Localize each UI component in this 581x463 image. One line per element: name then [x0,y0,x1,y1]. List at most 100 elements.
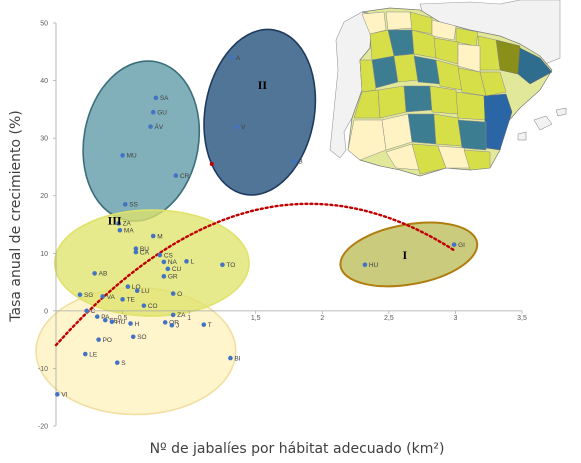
data-point [165,266,171,272]
data-point [161,274,167,279]
data-point [116,221,121,226]
data-point [133,246,139,251]
data-point-label: LE [89,351,98,358]
trend-curve [54,202,457,347]
map-region [455,91,487,121]
data-point [292,158,297,164]
x-axis-label: Nº de jabalíes por hábitat adecuado (km²… [150,441,445,457]
data-point [153,95,159,101]
data-point [157,252,163,258]
y-axis-label: Tasa anual de crecimiento (%) [8,110,24,322]
data-point [114,360,120,365]
data-point [234,124,240,129]
map-region [429,85,459,115]
data-point [120,297,125,302]
data-point [170,291,176,296]
map-region [431,19,457,41]
data-point-label: ÁV [155,122,164,131]
data-point [150,233,156,239]
group-label: I [402,248,407,262]
data-point-label: VA [107,294,116,301]
x-tick-label: 3,5 [517,315,527,322]
data-point [94,314,100,319]
data-point-label: PA [101,314,110,321]
data-point-label: J [176,323,179,330]
group-label: III [108,214,122,228]
data-point [120,153,125,158]
data-point-label: NA [168,259,178,266]
y-tick-label: 0 [44,308,48,315]
data-point-label: CA [140,249,150,256]
data-point-label: C [91,308,96,315]
x-tick-label: 1 [187,315,191,322]
y-tick-label: 40 [40,78,48,85]
data-point [184,259,189,264]
group-label: II [258,78,268,92]
data-point-label: CR [180,173,190,180]
data-point-label: H [135,321,140,328]
group-ellipse [339,221,479,288]
map-balearic-island [555,107,567,117]
data-point-label: BI [234,355,240,362]
data-point [173,173,179,178]
data-point [148,124,153,129]
x-tick-label: 1,5 [251,315,261,322]
data-point-label: CO [148,303,158,310]
data-point [228,355,233,361]
map-region [371,55,399,89]
data-point-label: TE [127,297,136,304]
y-tick-label: 20 [40,193,48,200]
y-tick-label: 50 [40,21,48,28]
data-point-label: O [177,291,182,298]
data-point [77,292,83,298]
x-tick-label: 2,5 [384,315,394,322]
data-point-label: TO [226,262,235,269]
y-tick-label: 10 [40,251,48,258]
highlight-point [209,162,214,167]
data-point-label: LO [132,284,141,291]
y-tick-label: 30 [40,136,48,143]
data-point [134,288,140,294]
data-point [96,337,101,342]
map-balearic-island [533,115,553,131]
map-region [517,47,553,85]
data-point-label: A [236,55,241,62]
data-point [109,319,115,325]
data-point [117,227,123,233]
data-point-label: M [157,233,162,240]
data-point-label: B [298,158,302,165]
data-point-label: SA [160,95,169,102]
x-tick-label: 2 [320,315,324,322]
data-point-label: GU [157,110,167,117]
data-point-label: SO [137,334,146,341]
data-point-label: MA [124,228,134,235]
data-point-label: LU [141,288,150,295]
data-point-label: T [208,322,212,329]
data-point-label: GI [458,242,465,249]
spain-map-inset [329,0,567,177]
data-point [161,259,167,265]
y-tick-label: -20 [38,424,48,431]
group-ellipse [203,28,317,196]
data-point [133,249,139,255]
map-region [385,11,413,31]
data-point-label: L [190,259,194,266]
data-point [84,308,89,314]
data-point [170,312,176,318]
data-point-label: ZA [177,312,186,319]
data-point [162,320,168,325]
data-point-label: ZA [123,221,132,228]
x-tick-label: 0,5 [118,315,128,322]
y-tick-label: -10 [38,366,48,373]
data-point [122,202,128,207]
x-tick-label: 3 [453,315,457,322]
data-point [128,321,133,326]
map-region [377,85,407,119]
data-point-label: HU [369,262,379,269]
map-region [403,85,433,113]
data-point [169,322,175,328]
data-point [229,55,235,60]
map-region [483,93,513,151]
data-point-label: HU [116,319,126,326]
